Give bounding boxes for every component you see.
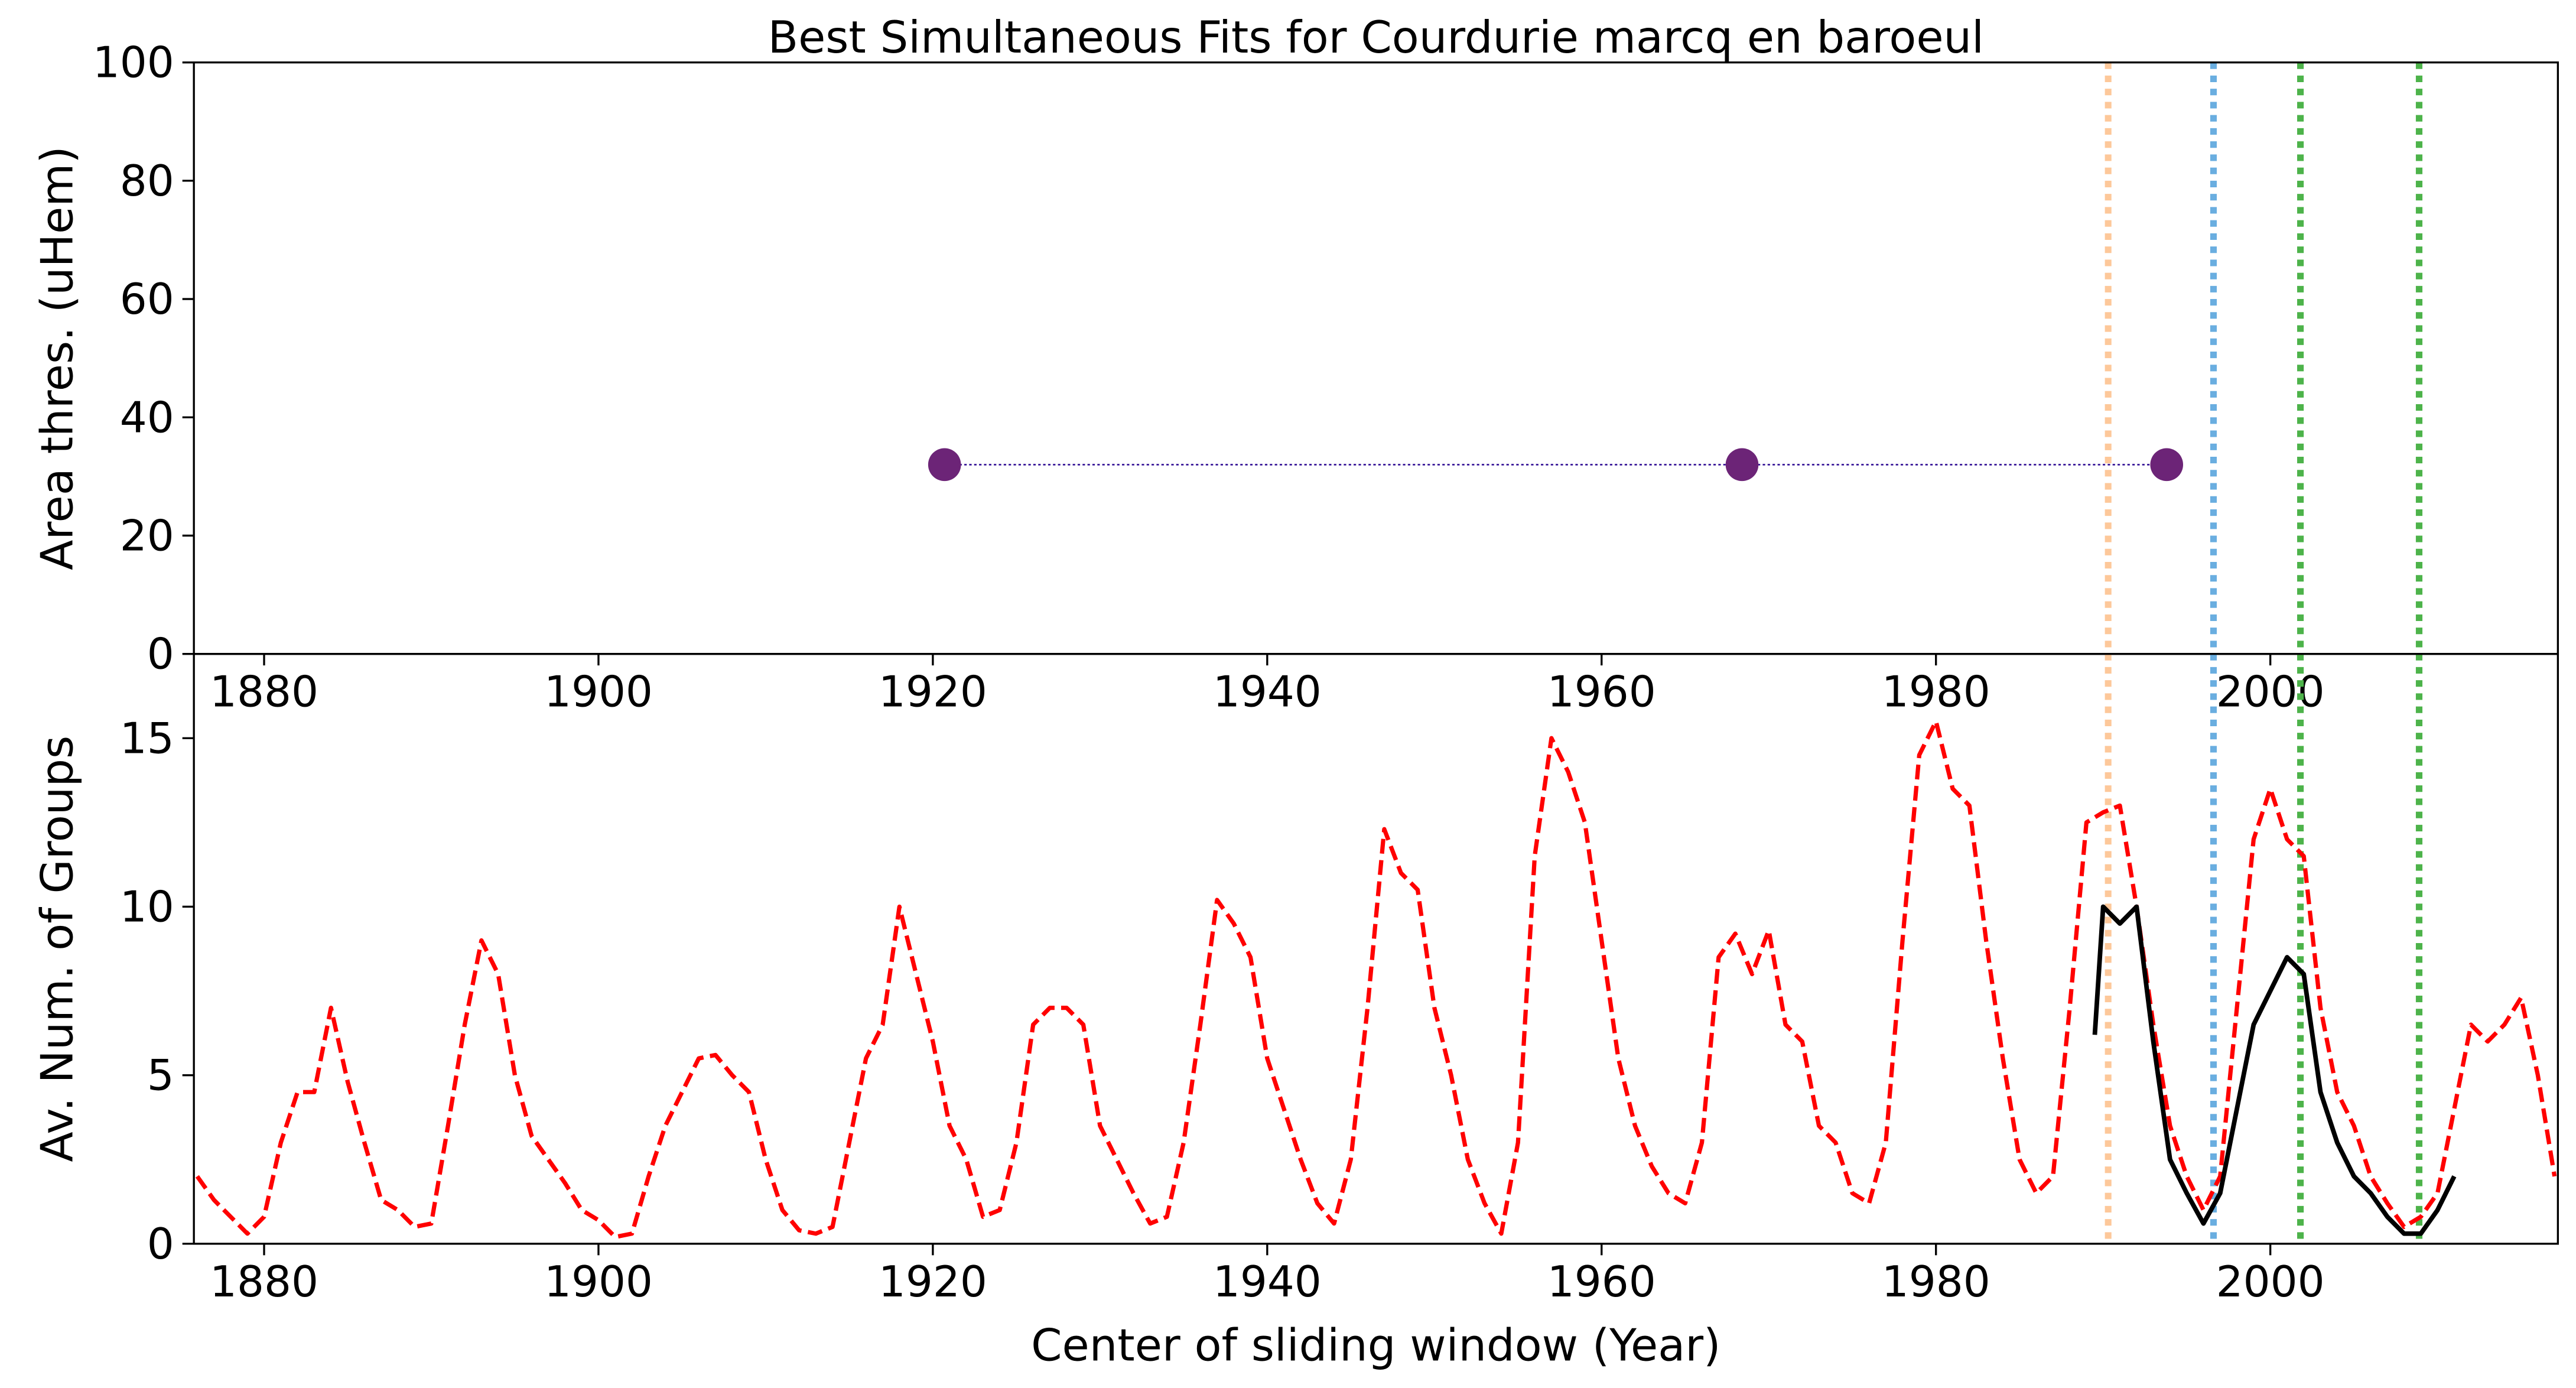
x-tick-label: 1920 bbox=[879, 1257, 987, 1307]
x-tick-label: 2000 bbox=[2216, 1257, 2325, 1307]
series-line bbox=[195, 719, 2557, 1240]
y-tick-label: 20 bbox=[120, 511, 174, 561]
x-tick-label: 1900 bbox=[544, 1257, 653, 1307]
point bbox=[928, 448, 961, 482]
x-tick-label: 1980 bbox=[1882, 1257, 1990, 1307]
y-axis-label: Area thres. (uHem) bbox=[31, 146, 83, 570]
x-tick-label: 1880 bbox=[210, 1257, 318, 1307]
x-tick-label: 1880 bbox=[210, 668, 318, 717]
x-tick-label: 1920 bbox=[879, 668, 987, 717]
y-tick-label: 60 bbox=[120, 275, 174, 324]
x-tick-label: 1900 bbox=[544, 668, 653, 717]
x-tick-label: 2000 bbox=[2216, 668, 2325, 717]
point bbox=[2150, 448, 2184, 482]
x-tick-label: 1940 bbox=[1213, 1257, 1322, 1307]
x-tick-label: 1940 bbox=[1213, 668, 1322, 717]
x-tick-label: 1960 bbox=[1547, 668, 1656, 717]
y-axis-label: Av. Num. of Groups bbox=[31, 736, 83, 1162]
y-tick-label: 80 bbox=[120, 157, 174, 206]
x-tick-label: 1960 bbox=[1547, 1257, 1656, 1307]
point bbox=[1725, 448, 1759, 482]
y-tick-label: 0 bbox=[147, 1220, 174, 1269]
x-axis-label: Center of sliding window (Year) bbox=[1031, 1319, 1720, 1371]
y-tick-label: 15 bbox=[120, 714, 174, 763]
x-tick-label: 1980 bbox=[1882, 668, 1990, 717]
axes-frame bbox=[193, 652, 2559, 1245]
y-tick-label: 0 bbox=[147, 630, 174, 680]
chart-title: Best Simultaneous Fits for Courdurie mar… bbox=[768, 11, 1984, 63]
y-tick-label: 10 bbox=[120, 882, 174, 932]
series-line bbox=[2092, 904, 2457, 1236]
y-tick-label: 5 bbox=[147, 1051, 174, 1101]
y-tick-label: 100 bbox=[93, 38, 174, 88]
y-tick-label: 40 bbox=[120, 393, 174, 443]
axes-frame bbox=[193, 61, 2559, 655]
